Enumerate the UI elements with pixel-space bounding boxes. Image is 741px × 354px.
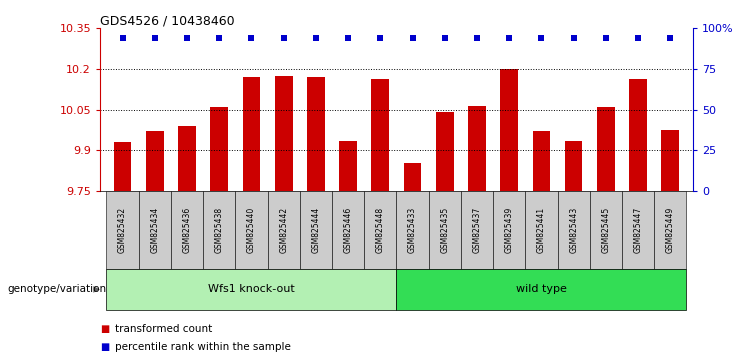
- Text: GSM825447: GSM825447: [634, 207, 642, 253]
- Text: ■: ■: [100, 342, 109, 352]
- Text: GSM825449: GSM825449: [665, 207, 675, 253]
- Text: transformed count: transformed count: [115, 324, 212, 334]
- Point: [439, 35, 451, 41]
- Text: GSM825435: GSM825435: [440, 207, 449, 253]
- Point: [568, 35, 579, 41]
- Point: [245, 35, 257, 41]
- Point: [116, 35, 128, 41]
- Text: GSM825439: GSM825439: [505, 207, 514, 253]
- Bar: [113, 142, 131, 191]
- Text: GSM825432: GSM825432: [118, 207, 127, 253]
- Text: GSM825433: GSM825433: [408, 207, 417, 253]
- Bar: [662, 130, 679, 191]
- Text: GSM825437: GSM825437: [473, 207, 482, 253]
- Point: [503, 35, 515, 41]
- Bar: [565, 141, 582, 191]
- Text: GDS4526 / 10438460: GDS4526 / 10438460: [100, 14, 235, 27]
- Bar: [404, 163, 422, 191]
- Text: genotype/variation: genotype/variation: [7, 284, 107, 295]
- Text: GSM825436: GSM825436: [182, 207, 191, 253]
- Bar: [242, 77, 260, 191]
- Bar: [178, 126, 196, 191]
- Point: [342, 35, 354, 41]
- Text: wild type: wild type: [516, 284, 567, 295]
- Text: GSM825446: GSM825446: [344, 207, 353, 253]
- Bar: [468, 106, 486, 191]
- Text: GSM825440: GSM825440: [247, 207, 256, 253]
- Bar: [436, 113, 453, 191]
- Point: [374, 35, 386, 41]
- Text: ■: ■: [100, 324, 109, 334]
- Bar: [371, 79, 389, 191]
- Text: percentile rank within the sample: percentile rank within the sample: [115, 342, 290, 352]
- Bar: [629, 79, 647, 191]
- Bar: [339, 141, 357, 191]
- Text: GSM825443: GSM825443: [569, 207, 578, 253]
- Point: [632, 35, 644, 41]
- Bar: [146, 131, 164, 191]
- Point: [600, 35, 612, 41]
- Bar: [210, 107, 228, 191]
- Bar: [275, 76, 293, 191]
- Text: GSM825438: GSM825438: [215, 207, 224, 253]
- Point: [665, 35, 677, 41]
- Point: [149, 35, 161, 41]
- Bar: [533, 131, 551, 191]
- Text: GSM825434: GSM825434: [150, 207, 159, 253]
- Point: [536, 35, 548, 41]
- Bar: [307, 77, 325, 191]
- Text: GSM825445: GSM825445: [602, 207, 611, 253]
- Text: GSM825444: GSM825444: [311, 207, 320, 253]
- Point: [310, 35, 322, 41]
- Point: [471, 35, 483, 41]
- Point: [181, 35, 193, 41]
- Point: [213, 35, 225, 41]
- Bar: [500, 69, 518, 191]
- Point: [278, 35, 290, 41]
- Text: GSM825442: GSM825442: [279, 207, 288, 253]
- Text: GSM825448: GSM825448: [376, 207, 385, 253]
- Text: GSM825441: GSM825441: [537, 207, 546, 253]
- Text: Wfs1 knock-out: Wfs1 knock-out: [208, 284, 295, 295]
- Bar: [597, 107, 615, 191]
- Point: [407, 35, 419, 41]
